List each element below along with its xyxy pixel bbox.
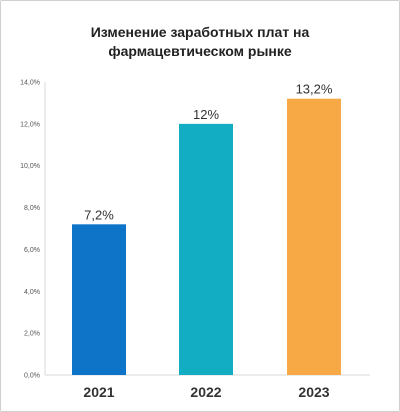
y-tick-label: 6,0% <box>24 247 40 254</box>
y-tick-label: 0,0% <box>24 373 40 380</box>
y-tick-label: 14,0% <box>20 80 40 87</box>
bar-2023 <box>287 98 341 375</box>
x-tick-label-2022: 2022 <box>190 384 221 400</box>
bar-2022 <box>179 123 233 375</box>
x-tick-label-2021: 2021 <box>83 384 114 400</box>
data-label-2021: 7,2% <box>84 207 114 222</box>
chart-title-line-1: Изменение заработных плат на <box>90 24 310 40</box>
chart-title: Изменение заработных плат на фармацевтич… <box>1 23 399 61</box>
data-label-2023: 13,2% <box>296 82 333 97</box>
y-tick-label: 8,0% <box>24 205 40 212</box>
y-tick-label: 12,0% <box>20 121 40 128</box>
y-tick-label: 2,0% <box>24 331 40 338</box>
y-tick-label: 10,0% <box>20 163 40 170</box>
bar-2021 <box>72 224 126 375</box>
data-label-2022: 12% <box>193 107 219 122</box>
y-tick-label: 4,0% <box>24 289 40 296</box>
chart-title-line-2: фармацевтическом рынке <box>108 43 292 59</box>
x-tick-label-2023: 2023 <box>298 384 329 400</box>
